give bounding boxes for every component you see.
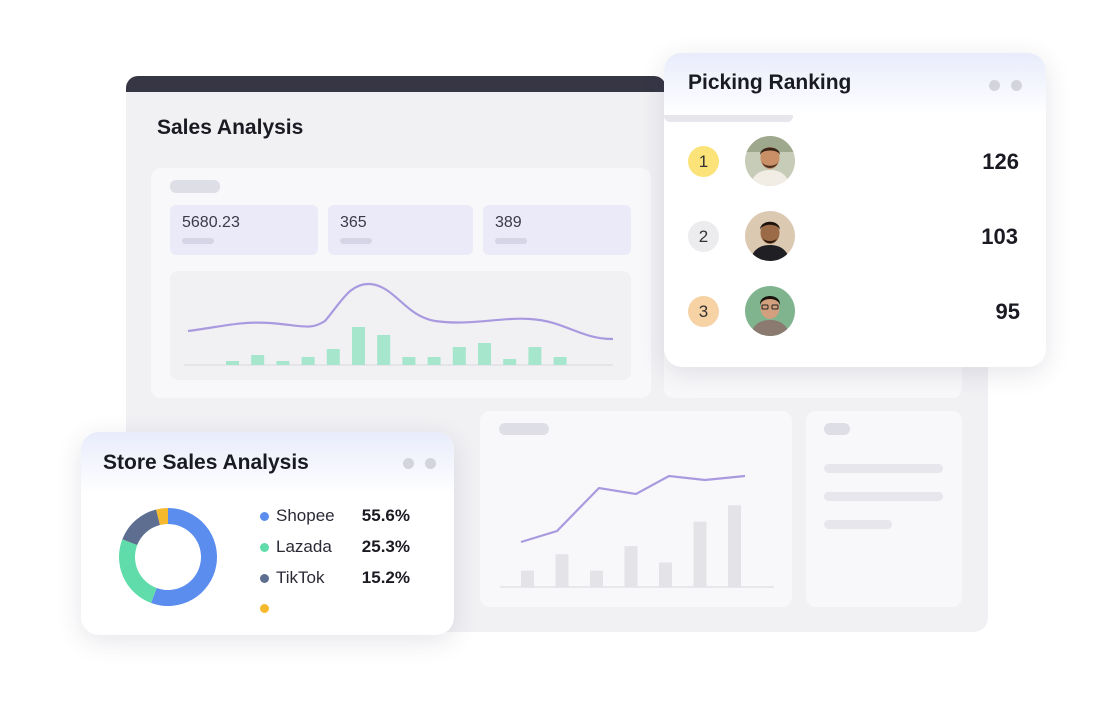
- chart-bar: [728, 505, 741, 587]
- stat-label-placeholder: [182, 238, 214, 244]
- legend-value: 15.2%: [361, 568, 410, 587]
- rank-score: 103: [981, 224, 1018, 249]
- chart-bar: [301, 357, 315, 365]
- sales-trend-chart: [184, 282, 614, 366]
- chart-bar: [528, 347, 542, 365]
- window-dot-icon[interactable]: [425, 458, 436, 469]
- chart-bar: [624, 546, 638, 587]
- chart-bar: [226, 361, 239, 365]
- chart-bar: [452, 347, 466, 365]
- chart-bar: [352, 327, 365, 365]
- stat-value: 365: [340, 214, 367, 231]
- card-header: [664, 53, 1046, 115]
- window-dot-icon[interactable]: [403, 458, 414, 469]
- growth-line: [520, 474, 746, 544]
- summary-panel: [806, 411, 962, 607]
- stat-label-placeholder: [495, 238, 527, 244]
- card-title: Store Sales Analysis: [103, 451, 309, 474]
- stat-card-items[interactable]: 389: [483, 205, 631, 255]
- legend-dot-tiktok: [260, 574, 269, 583]
- chart-bar: [503, 359, 517, 365]
- chart-bar: [693, 521, 707, 587]
- window-dot-icon[interactable]: [1011, 80, 1022, 91]
- chart-bar: [555, 554, 569, 587]
- text-placeholder: [824, 492, 943, 501]
- legend-value: 55.6%: [361, 506, 410, 525]
- legend-value: 25.3%: [361, 537, 410, 556]
- panel-label-placeholder: [170, 180, 220, 193]
- avatar: [745, 286, 795, 336]
- rank-badge: 3: [688, 296, 719, 327]
- person-icon: [745, 136, 795, 186]
- chart-bar: [251, 355, 265, 365]
- person-icon: [745, 286, 795, 336]
- trend-line: [187, 282, 614, 341]
- chart-bar: [659, 562, 672, 587]
- chart-bar: [276, 361, 290, 365]
- chart-bar: [521, 570, 534, 587]
- page-title: Sales Analysis: [157, 116, 304, 139]
- chart-bar: [377, 335, 391, 365]
- chart-bar: [590, 570, 603, 587]
- chart-bar: [427, 357, 441, 365]
- stat-card-orders[interactable]: 365: [328, 205, 473, 255]
- stat-label-placeholder: [340, 238, 372, 244]
- window-dot-icon[interactable]: [989, 80, 1000, 91]
- donut-chart: [119, 508, 217, 606]
- panel-label-placeholder: [824, 423, 850, 435]
- avatar: [745, 136, 795, 186]
- card-header: [81, 432, 454, 494]
- chart-bar: [553, 357, 567, 365]
- panel-label-placeholder: [499, 423, 549, 435]
- chart-bar: [402, 357, 416, 365]
- donut-slice-tiktok: [122, 509, 160, 546]
- donut-slice-shopee: [151, 508, 217, 606]
- picking-ranking-card: Picking Ranking 1 126 2 103 3: [664, 53, 1046, 367]
- legend-label: Lazada: [276, 537, 332, 556]
- donut-slice-lazada: [119, 539, 157, 603]
- legend-dot-shopee: [260, 512, 269, 521]
- stat-card-total[interactable]: 5680.23: [170, 205, 318, 255]
- rank-score: 126: [982, 149, 1019, 174]
- legend-label: TikTok: [276, 568, 325, 587]
- avatar: [745, 211, 795, 261]
- text-placeholder: [824, 464, 943, 473]
- card-title: Picking Ranking: [688, 71, 852, 94]
- rank-badge: 2: [688, 221, 719, 252]
- donut-slice-other: [156, 508, 168, 525]
- growth-chart: [500, 474, 774, 588]
- text-placeholder: [824, 520, 892, 529]
- store-sales-card: Store Sales Analysis Shopee 55.6% Lazada…: [81, 432, 454, 635]
- stat-value: 389: [495, 214, 522, 231]
- stat-value: 5680.23: [182, 214, 240, 231]
- rank-badge: 1: [688, 146, 719, 177]
- rank-score: 95: [995, 299, 1020, 324]
- chart-bar: [326, 349, 340, 365]
- legend-dot-other: [260, 604, 269, 613]
- legend-label: Shopee: [276, 506, 335, 525]
- chart-bar: [478, 343, 491, 365]
- legend-dot-lazada: [260, 543, 269, 552]
- person-icon: [745, 211, 795, 261]
